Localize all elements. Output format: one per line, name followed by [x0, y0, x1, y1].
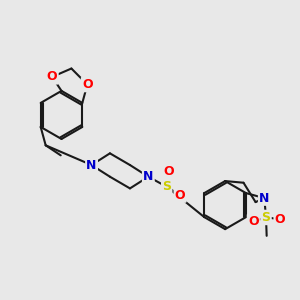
Text: O: O	[163, 165, 174, 178]
Text: O: O	[248, 215, 259, 228]
Text: N: N	[143, 170, 154, 183]
Text: O: O	[82, 78, 93, 91]
Text: O: O	[47, 70, 58, 83]
Text: O: O	[175, 189, 185, 202]
Text: N: N	[86, 158, 97, 172]
Text: O: O	[275, 213, 285, 226]
Text: N: N	[259, 192, 269, 205]
Text: S: S	[262, 211, 271, 224]
Text: S: S	[162, 180, 171, 193]
